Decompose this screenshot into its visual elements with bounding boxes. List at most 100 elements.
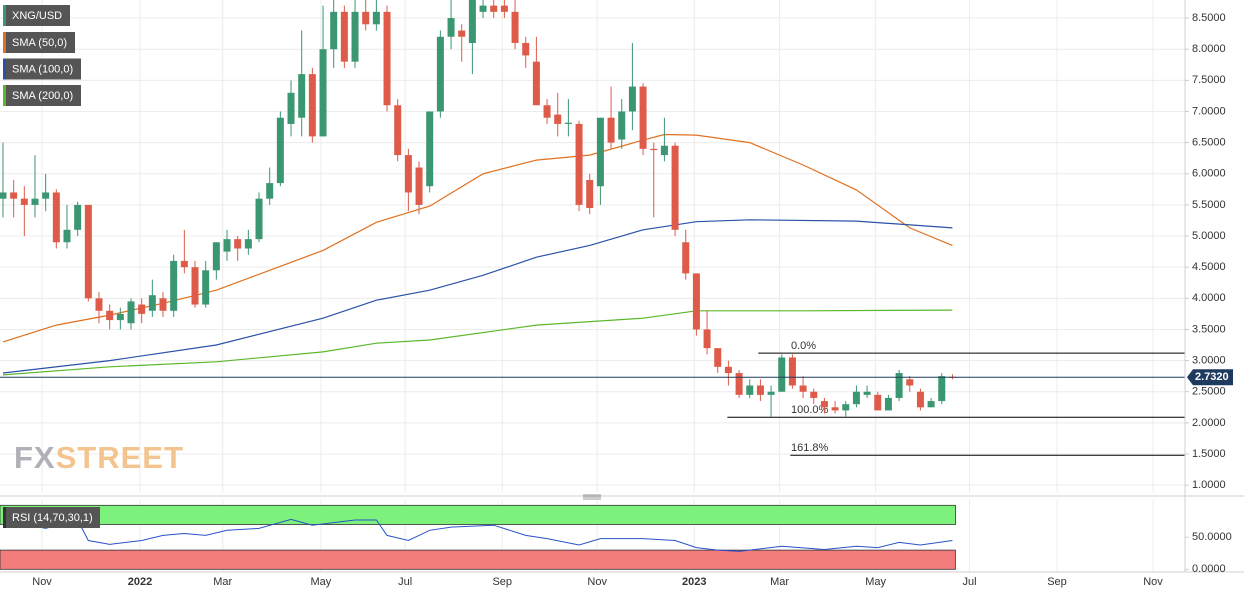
y-tick-label: 3.0000 [1192, 354, 1226, 366]
fib-label: 161.8% [791, 442, 829, 454]
y-tick-label: 3.5000 [1192, 323, 1226, 335]
sma-line [2, 219, 953, 374]
candle-body [116, 313, 124, 321]
candle-body [180, 260, 188, 268]
candle-body [479, 5, 487, 12]
candle-body [298, 74, 306, 118]
candle-body [639, 86, 647, 149]
y-tick-label: 4.0000 [1192, 292, 1226, 304]
fib-label: 100.0% [791, 404, 829, 416]
candle-body [863, 391, 871, 395]
candle-body [618, 111, 626, 140]
candle-body [276, 117, 284, 184]
candle-body [159, 298, 167, 311]
candle-body [447, 18, 455, 37]
rsi-legend: RSI (14,70,30,1) [3, 507, 100, 528]
x-tick-label: Sep [492, 576, 512, 588]
x-tick-label: Mar [770, 576, 789, 588]
candle-body [543, 105, 551, 118]
candle-body [756, 385, 764, 395]
candle-body [244, 239, 252, 249]
rsi-line [2, 518, 953, 552]
candle-body [106, 310, 114, 321]
candle-body [778, 357, 786, 392]
legend-box [3, 85, 81, 106]
legend-box [3, 58, 81, 80]
candle-body [554, 114, 562, 124]
legend-label: SMA (100,0) [12, 63, 73, 75]
candle-body [52, 192, 60, 243]
candle-body [287, 92, 295, 124]
candle-body [351, 11, 359, 62]
candle-body [500, 5, 508, 12]
candle-body [820, 401, 828, 408]
candle-body [884, 397, 892, 411]
legend-box [3, 507, 100, 528]
x-tick-label: May [311, 576, 332, 588]
candle-body [874, 394, 882, 411]
candle-body [415, 167, 423, 205]
x-tick-label: Nov [1143, 576, 1163, 588]
candle-body [138, 304, 146, 314]
rsi-band [0, 504, 956, 525]
sma-line [2, 309, 953, 376]
legend-swatch [3, 32, 6, 53]
candle-body [266, 183, 274, 199]
y-tick-label: 1.5000 [1192, 448, 1226, 460]
candle-body [906, 379, 914, 386]
candle-body [831, 407, 839, 411]
candle-body [31, 198, 39, 205]
legend-swatch [3, 85, 6, 106]
y-tick-label: 5.5000 [1192, 199, 1226, 211]
candle-body [383, 11, 391, 106]
y-tick-label: 2.5000 [1192, 386, 1226, 398]
watermark-fx: FX [14, 440, 56, 475]
candle-body [938, 376, 946, 402]
candle-body [522, 42, 530, 56]
x-tick-label: May [865, 576, 886, 588]
candle-body [682, 242, 690, 274]
legend-entry: SMA (200,0) [3, 85, 81, 106]
candle-body [532, 61, 540, 106]
price-tag-label: 2.7320 [1195, 371, 1229, 383]
candle-body [767, 391, 775, 395]
candle-body [714, 348, 722, 367]
candle-body [340, 11, 348, 62]
candle-body [724, 366, 732, 374]
candle-body [42, 192, 50, 199]
y-tick-label: 6.5000 [1192, 137, 1226, 149]
candle-body [490, 5, 498, 12]
legend-entry: SMA (50,0) [3, 32, 75, 53]
candle-body [84, 204, 92, 299]
x-tick-label: 2022 [128, 576, 152, 588]
y-tick-label: 7.0000 [1192, 105, 1226, 117]
candle-body [394, 105, 402, 156]
candle-body [735, 373, 743, 395]
legend-swatch [3, 58, 6, 80]
candle-body [63, 229, 71, 243]
legend-label: XNG/USD [12, 10, 62, 22]
rsi-pane [0, 504, 956, 570]
candle-body [0, 192, 7, 199]
axes: 1.0000 1.5000 2.0000 2.5000 3.0000 3.5000 4.00… [0, 0, 1244, 588]
legend-label: SMA (200,0) [12, 90, 73, 102]
candle-body [362, 11, 370, 25]
pane-handle[interactable] [583, 494, 601, 500]
y-tick-label: 4.5000 [1192, 261, 1226, 273]
candle-body [95, 298, 103, 311]
candle-body [330, 11, 338, 50]
price-pane: 0.0% 100.0% 161.8% [0, 0, 1185, 456]
candle-body [788, 357, 796, 386]
candle-body [191, 267, 199, 305]
candle-body [692, 273, 700, 330]
candle-body [372, 11, 380, 25]
rsi-y-tick-label: 50.0000 [1192, 531, 1232, 543]
y-tick-label: 5.0000 [1192, 230, 1226, 242]
candle-body [74, 204, 82, 230]
x-tick-label: Nov [587, 576, 607, 588]
candle-body [20, 198, 28, 205]
candle-body [127, 301, 135, 324]
x-tick-label: Jul [398, 576, 412, 588]
candle-body [628, 86, 636, 112]
